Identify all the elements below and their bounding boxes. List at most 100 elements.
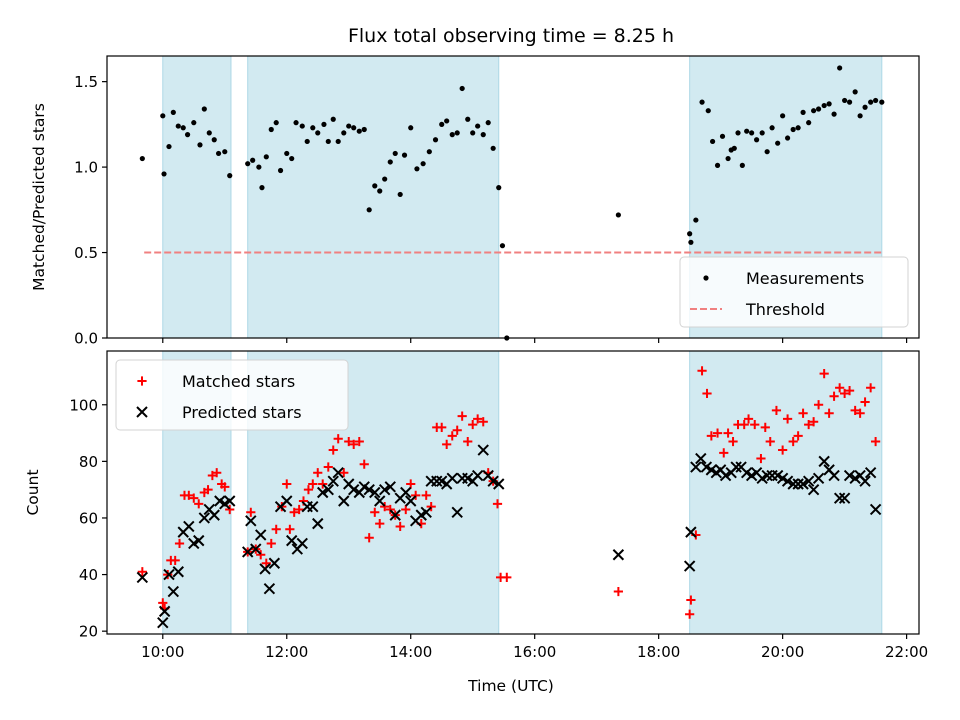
predicted-stars-point [268,557,281,569]
predicted-stars-point [792,478,804,490]
matched-stars-point [835,383,845,393]
predicted-stars-point [332,466,344,479]
matched-stars-point [308,479,318,489]
predicted-stars-point [255,529,267,541]
predicted-stars-point [296,537,308,550]
measurement-point [499,243,506,249]
matched-stars-point [804,419,814,430]
measurement-point [815,106,822,112]
predicted-stars-point [493,478,505,490]
x-tick-label: 16:00 [513,643,556,661]
matched-stars-point [706,431,716,441]
matched-stars-point [840,388,850,399]
predicted-stars-point [163,568,175,581]
x-axis-title: Time (UTC) [467,677,554,695]
x-tick-label: 12:00 [265,643,308,661]
measurement-point [351,125,357,131]
predicted-stars-point [378,483,391,496]
predicted-stars-point [281,495,293,507]
predicted-stars-point [802,475,815,487]
matched-stars-point [473,414,483,424]
y-tick-label: 100 [69,396,98,414]
measurement-point [725,155,731,162]
matched-stars-point [782,414,793,424]
measurement-point [490,145,496,151]
y-axis-title: Count [24,469,42,515]
observing-interval-band [689,350,883,635]
predicted-stars-point [158,605,171,618]
predicted-stars-point [250,543,262,555]
matched-stars-point [385,504,395,515]
measurement-point [161,171,167,177]
matched-stars-point [421,490,431,500]
measurement-point [139,155,145,162]
measurement-point [775,140,781,146]
matched-stars-point [760,422,770,433]
measurement-point [868,99,874,105]
measurement-point [699,99,705,105]
x-tick-label: 22:00 [885,643,928,661]
matched-stars-point [743,414,754,424]
measurement-point [245,161,251,167]
predicted-stars-point [451,506,463,519]
predicted-stars-point [224,495,236,507]
measurement-point [170,109,176,115]
measurement-point [879,99,885,105]
y-tick-label: 0.0 [74,330,98,348]
matched-stars-point [866,383,876,393]
measurement-point [293,120,299,126]
measurement-point [496,185,502,191]
measurement-point [310,125,316,131]
predicted-stars-point [384,481,396,493]
matched-stars-point [323,462,333,472]
predicted-stars-point [312,517,324,530]
predicted-stars-point [797,478,809,490]
measurement-point [256,164,262,170]
measurement-point [811,108,817,114]
measurement-point [826,101,832,107]
measurement-point [335,138,341,145]
matched-stars-point [174,538,185,549]
matched-stars-point [686,595,696,605]
matched-stars-point [463,436,473,447]
measurement-point [397,191,403,198]
predicted-stars-point [363,483,375,496]
measurement-point [387,159,393,165]
matched-stars-point [395,521,405,532]
measurement-point [184,132,191,138]
measurement-point [191,120,197,126]
predicted-stars-point [208,509,220,521]
predicted-stars-point [322,483,334,496]
measurement-point [439,121,445,127]
matched-stars-point [333,434,343,444]
predicted-stars-point [327,475,339,487]
axes-frame [106,350,920,635]
matched-stars-point [282,479,292,489]
observing-interval-band [162,55,232,339]
y-tick-label: 0.5 [74,244,98,262]
measurement-point [739,162,745,168]
measurement-point [790,126,796,133]
matched-stars-point [739,419,749,430]
matched-stars-point [855,408,865,418]
x-tick-label: 14:00 [389,643,432,661]
measurement-point [250,157,256,163]
matched-stars-point [344,436,354,447]
matched-stars-point [813,400,824,410]
matched-stars-point [442,439,452,449]
matched-stars-point [364,533,374,543]
matched-stars-point [380,502,390,512]
measurement-point [361,126,367,133]
matched-stars-point [788,436,798,447]
matched-stars-point [798,408,808,418]
matched-stars-point [294,504,304,515]
matched-stars-point [452,425,462,435]
measurement-point [166,143,172,150]
matched-stars-point [860,397,870,407]
matched-stars-point [492,499,503,509]
matched-stars-point [824,408,834,418]
measurement-point [289,155,295,162]
predicted-stars-point [818,455,830,468]
matched-stars-point [712,428,723,438]
matched-stars-point [771,405,782,416]
